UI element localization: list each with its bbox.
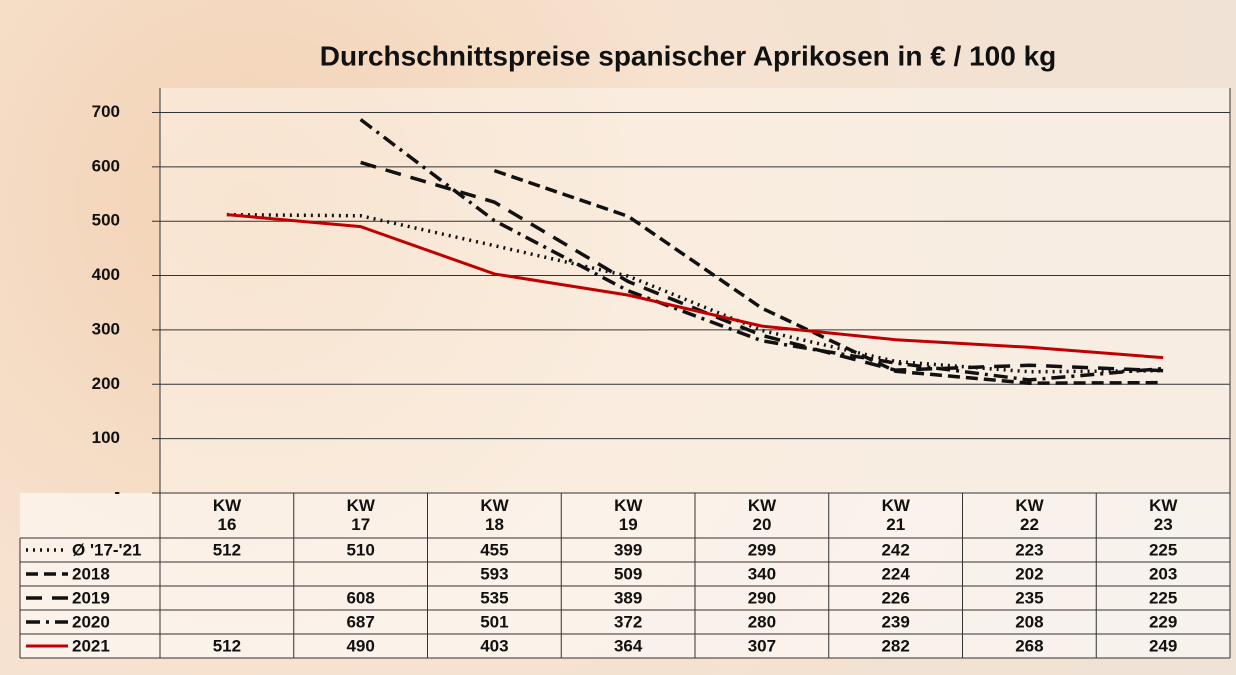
x-tick-label: KW 20 bbox=[695, 496, 829, 534]
y-tick-label: 200 bbox=[92, 374, 120, 393]
x-tick-label: KW 21 bbox=[829, 496, 963, 534]
table-value: 509 bbox=[614, 564, 642, 583]
legend-label: 2019 bbox=[72, 588, 110, 607]
table-value: 299 bbox=[748, 540, 776, 559]
table-value: 224 bbox=[881, 564, 910, 583]
table-value: 239 bbox=[881, 612, 909, 631]
legend-label: 2020 bbox=[72, 612, 110, 631]
table-value: 203 bbox=[1149, 564, 1177, 583]
legend-label: 2021 bbox=[72, 636, 110, 655]
plot-area bbox=[160, 88, 1230, 493]
table-value: 235 bbox=[1015, 588, 1043, 607]
y-tick-label: 300 bbox=[92, 319, 120, 338]
table-value: 340 bbox=[748, 564, 776, 583]
table-value: 608 bbox=[346, 588, 374, 607]
chart: Durchschnittspreise spanischer Aprikosen… bbox=[0, 0, 1236, 675]
table-value: 389 bbox=[614, 588, 642, 607]
table-value: 225 bbox=[1149, 588, 1177, 607]
y-tick-label: 700 bbox=[92, 102, 120, 121]
legend-label: 2018 bbox=[72, 564, 110, 583]
table-value: 268 bbox=[1015, 636, 1043, 655]
x-tick-label: KW 18 bbox=[428, 496, 562, 534]
table-value: 455 bbox=[480, 540, 508, 559]
y-tick-label: 600 bbox=[92, 156, 120, 175]
y-tick-label: 400 bbox=[92, 265, 120, 284]
table-value: 510 bbox=[346, 540, 374, 559]
table-value: 512 bbox=[213, 636, 241, 655]
legend-label: Ø '17-'21 bbox=[72, 540, 142, 559]
table-value: 399 bbox=[614, 540, 642, 559]
y-tick-label: - bbox=[114, 482, 120, 501]
x-tick-label: KW 23 bbox=[1096, 496, 1230, 534]
y-tick-label: 100 bbox=[92, 428, 120, 447]
x-tick-label: KW 17 bbox=[294, 496, 428, 534]
table-value: 223 bbox=[1015, 540, 1043, 559]
table-value: 687 bbox=[346, 612, 374, 631]
table-value: 226 bbox=[881, 588, 909, 607]
x-tick-label: KW 16 bbox=[160, 496, 294, 534]
page: {"chart_data": {"type": "line", "title":… bbox=[0, 0, 1236, 675]
table-value: 208 bbox=[1015, 612, 1043, 631]
table-value: 282 bbox=[881, 636, 909, 655]
table-value: 225 bbox=[1149, 540, 1177, 559]
table-value: 403 bbox=[480, 636, 508, 655]
table-value: 290 bbox=[748, 588, 776, 607]
x-tick-label: KW 22 bbox=[963, 496, 1097, 534]
table-value: 490 bbox=[346, 636, 374, 655]
table-value: 535 bbox=[480, 588, 508, 607]
chart-title: Durchschnittspreise spanischer Aprikosen… bbox=[320, 40, 1057, 71]
table-value: 501 bbox=[480, 612, 508, 631]
table-value: 593 bbox=[480, 564, 508, 583]
table-value: 364 bbox=[614, 636, 643, 655]
table-value: 307 bbox=[748, 636, 776, 655]
table-value: 202 bbox=[1015, 564, 1043, 583]
x-tick-label: KW 19 bbox=[561, 496, 695, 534]
table-value: 512 bbox=[213, 540, 241, 559]
y-tick-label: 500 bbox=[92, 211, 120, 230]
table-value: 242 bbox=[881, 540, 909, 559]
table-value: 229 bbox=[1149, 612, 1177, 631]
table-value: 280 bbox=[748, 612, 776, 631]
table-value: 249 bbox=[1149, 636, 1177, 655]
table-value: 372 bbox=[614, 612, 642, 631]
